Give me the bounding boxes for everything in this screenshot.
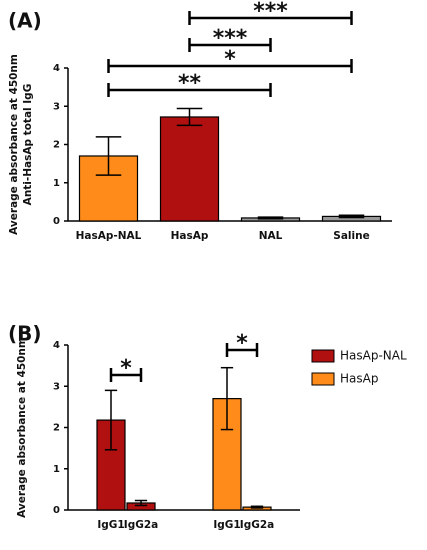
y-tick-label: 2: [53, 140, 60, 151]
panel-label: (A): [8, 9, 42, 33]
sig-label: ***: [253, 0, 288, 24]
x-tick-label: IgG2a: [124, 519, 158, 531]
bar: [159, 116, 220, 222]
x-tick-label: NAL: [259, 230, 283, 242]
legend-swatch: [311, 372, 335, 386]
sig-label: *: [224, 47, 236, 72]
y-axis-label: Anti-HasAp total IgG: [22, 84, 34, 206]
legend-label: HasAp: [340, 372, 378, 386]
y-tick-label: 0: [53, 505, 60, 516]
y-tick-label: 3: [53, 381, 60, 392]
y-tick-label: 0: [53, 216, 60, 227]
legend-label: HasAp-NAL: [340, 349, 407, 363]
y-tick-label: 1: [53, 178, 60, 189]
x-tick-label: IgG1: [213, 519, 240, 531]
y-tick-label: 3: [53, 101, 60, 112]
y-tick-label: 4: [53, 63, 60, 74]
sig-label: *: [120, 356, 132, 381]
x-tick-label: HasAp-NAL: [76, 230, 142, 242]
y-tick-label: 4: [53, 340, 60, 351]
sig-label: **: [178, 71, 202, 96]
y-tick-label: 2: [53, 423, 60, 434]
x-tick-label: IgG2a: [240, 519, 274, 531]
x-tick-label: Saline: [333, 230, 369, 242]
sig-label: ***: [213, 26, 248, 51]
sig-label: *: [236, 331, 248, 356]
x-tick-label: HasAp: [171, 230, 209, 242]
x-tick-label: IgG1: [97, 519, 124, 531]
y-axis-label: Average absorbance at 450nm: [16, 337, 28, 518]
y-axis-label: Average absorbance at 450nm: [8, 54, 20, 235]
panel-label: (B): [8, 322, 42, 346]
legend-swatch: [311, 349, 335, 363]
y-tick-label: 1: [53, 464, 60, 475]
